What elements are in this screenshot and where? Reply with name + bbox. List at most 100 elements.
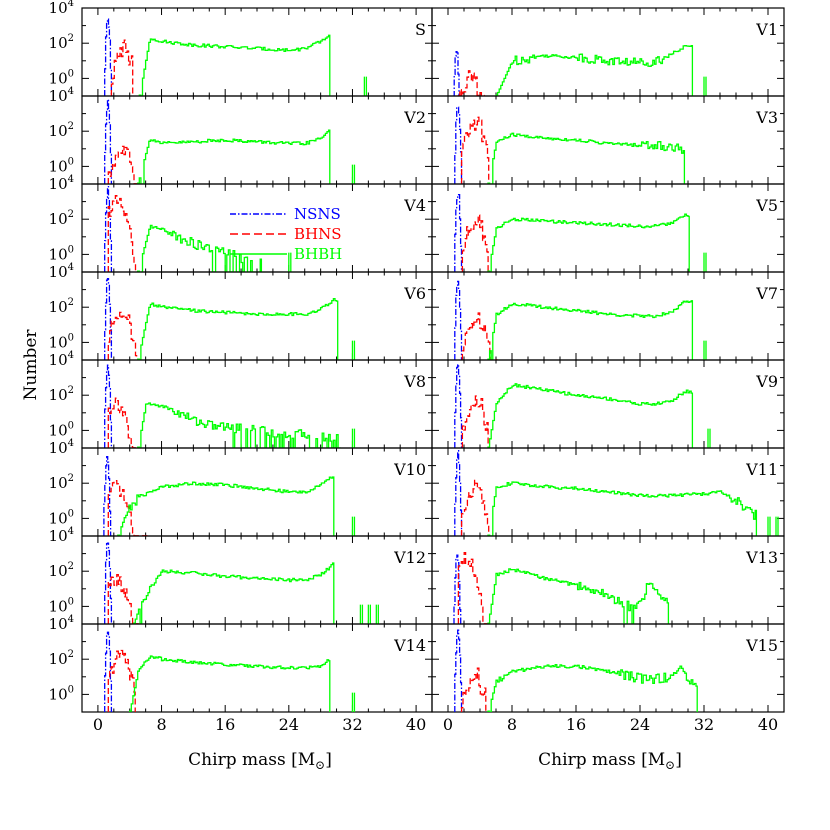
panel-label: V3 bbox=[755, 108, 778, 127]
bhbh-line bbox=[137, 224, 263, 272]
y-tick-label: 100 bbox=[49, 332, 74, 351]
bhbh-line bbox=[487, 481, 758, 536]
y-tick-base: 10 bbox=[49, 615, 68, 633]
nsns-line bbox=[104, 631, 114, 712]
y-tick-exponent: 4 bbox=[68, 174, 74, 185]
y-tick-exponent: 0 bbox=[68, 332, 74, 343]
bhns-line bbox=[107, 397, 136, 448]
y-tick-exponent: 0 bbox=[68, 156, 74, 167]
panel-label: V2 bbox=[403, 108, 426, 127]
bhbh-line bbox=[487, 300, 694, 360]
y-tick-exponent: 2 bbox=[68, 121, 74, 132]
panel-v3: V3 bbox=[431, 95, 785, 185]
panel-label: V12 bbox=[393, 548, 426, 567]
y-tick-label: 104 bbox=[49, 86, 74, 105]
x-tick-label: 24 bbox=[630, 715, 650, 734]
bhbh-line bbox=[487, 132, 686, 184]
panel-plot-area bbox=[103, 455, 356, 536]
panel-label: V4 bbox=[403, 196, 426, 215]
panel-plot-area bbox=[454, 363, 711, 448]
panel-frame bbox=[81, 623, 433, 713]
panel-v13: V13 bbox=[431, 535, 785, 625]
y-tick-exponent: 0 bbox=[68, 508, 74, 519]
nsns-line bbox=[454, 629, 464, 712]
legend-label-bhbh: BHBH bbox=[294, 245, 342, 263]
y-tick-base: 10 bbox=[49, 34, 68, 52]
bhbh-line bbox=[487, 664, 698, 712]
panel-plot-area bbox=[104, 18, 368, 96]
panel-label: V8 bbox=[403, 372, 426, 391]
bhns-line bbox=[457, 552, 490, 624]
y-tick-exponent: 0 bbox=[68, 244, 74, 255]
nsns-line bbox=[104, 98, 114, 184]
y-tick-label: 100 bbox=[49, 156, 74, 175]
panel-label: V6 bbox=[403, 284, 426, 303]
bhbh-line bbox=[487, 568, 670, 624]
panel-frame bbox=[81, 7, 433, 97]
panel-plot-area bbox=[454, 194, 707, 272]
legend: NSNS BHNS BHBH bbox=[230, 205, 342, 263]
y-tick-label: 104 bbox=[49, 0, 74, 17]
x-axis-label-subscript: ⊙ bbox=[665, 758, 675, 772]
bhns-line bbox=[107, 479, 148, 536]
bhns-line bbox=[107, 574, 139, 624]
bhns-line bbox=[461, 395, 489, 448]
y-tick-label: 104 bbox=[49, 350, 74, 369]
bhns-line bbox=[461, 312, 498, 360]
bhns-line bbox=[457, 70, 485, 96]
panel-label: V7 bbox=[755, 284, 778, 303]
bhns-line bbox=[460, 667, 487, 712]
x-axis-label-text: Chirp mass [M bbox=[188, 750, 315, 770]
panel-label: V5 bbox=[755, 196, 778, 215]
nsns-line bbox=[454, 194, 464, 272]
nsns-line bbox=[104, 542, 114, 624]
y-tick-label: 104 bbox=[49, 526, 74, 545]
bhns-line bbox=[460, 116, 490, 184]
y-tick-label: 102 bbox=[49, 561, 74, 580]
panel-frame bbox=[81, 95, 433, 185]
y-tick-label: 100 bbox=[49, 596, 74, 615]
bhbh-line bbox=[129, 655, 331, 712]
y-tick-label: 102 bbox=[49, 209, 74, 228]
y-axis-label: Number bbox=[21, 329, 41, 401]
y-tick-base: 10 bbox=[49, 509, 68, 527]
y-tick-base: 10 bbox=[49, 157, 68, 175]
y-tick-label: 102 bbox=[49, 297, 74, 316]
x-tick-label: 8 bbox=[507, 715, 517, 734]
y-tick-label: 102 bbox=[49, 649, 74, 668]
bhbh-line bbox=[495, 45, 694, 96]
nsns-line bbox=[454, 363, 464, 448]
y-tick-label: 100 bbox=[49, 244, 74, 263]
nsns-line bbox=[104, 278, 114, 360]
bhbh-line bbox=[137, 129, 331, 184]
bhns-line bbox=[461, 214, 489, 272]
y-tick-exponent: 2 bbox=[68, 385, 74, 396]
panel-frame bbox=[431, 95, 785, 185]
panel-label: V14 bbox=[393, 636, 426, 655]
y-tick-base: 10 bbox=[49, 0, 68, 17]
y-tick-exponent: 4 bbox=[68, 86, 74, 97]
x-tick-label: 16 bbox=[566, 715, 586, 734]
y-tick-label: 104 bbox=[49, 438, 74, 457]
panel-plot-area bbox=[454, 629, 698, 712]
x-axis-label-left: Chirp mass [M⊙] bbox=[188, 750, 332, 772]
panel-v15: 0 8 16 24 32 40 V15 bbox=[431, 623, 785, 734]
y-tick-base: 10 bbox=[49, 386, 68, 404]
x-tick-label: 40 bbox=[758, 715, 778, 734]
panel-label: V9 bbox=[755, 372, 778, 391]
y-tick-base: 10 bbox=[49, 562, 68, 580]
y-tick-base: 10 bbox=[49, 175, 68, 193]
y-tick-exponent: 4 bbox=[68, 350, 74, 361]
y-tick-base: 10 bbox=[49, 527, 68, 545]
y-tick-exponent: 0 bbox=[68, 596, 74, 607]
bhbh-line bbox=[133, 562, 335, 624]
y-tick-exponent: 2 bbox=[68, 209, 74, 220]
nsns-line bbox=[453, 554, 463, 624]
panel-v11: V11 bbox=[431, 447, 785, 537]
y-tick-label: 102 bbox=[49, 121, 74, 140]
panel-v5: V5 bbox=[431, 183, 785, 273]
